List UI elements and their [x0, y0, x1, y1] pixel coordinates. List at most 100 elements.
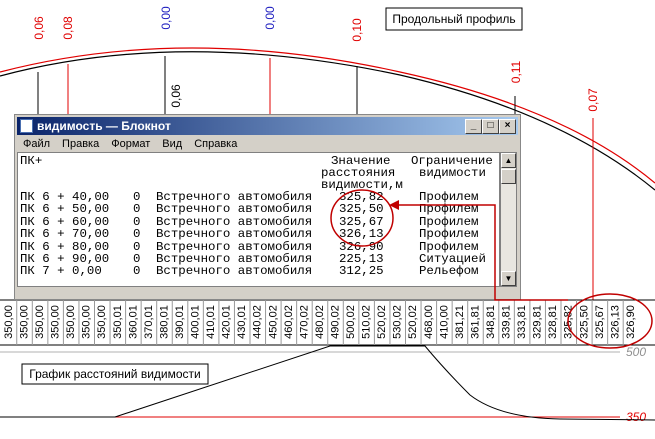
distance-label: 390,01 [174, 305, 186, 339]
slope-label: 0,00 [159, 6, 173, 30]
row-cell: ПК 6 + 50,00 [20, 202, 110, 217]
scrollbar[interactable]: ▲ ▼ [500, 152, 517, 287]
row-cell: 0 [133, 190, 141, 204]
row-cell: Встречного автомобиля [156, 239, 313, 254]
distance-label: 348,81 [485, 305, 497, 339]
graph-title: График расстояний видимости [29, 367, 201, 381]
distance-label: 468,00 [423, 305, 435, 339]
distance-labels: 350,00 350,00 350,00 350,00 350,00 350,00 350,… [3, 300, 637, 345]
distance-label: 325,82 [563, 305, 575, 339]
close-button[interactable]: × [499, 119, 516, 134]
notepad-title: видимость — Блокнот [37, 119, 171, 133]
row-cell: 325,50 [339, 202, 384, 217]
distance-label: 370,01 [143, 305, 155, 339]
distance-label: 420,01 [221, 305, 233, 339]
distance-label: 400,01 [190, 305, 202, 339]
slope-label: 0,11 [509, 60, 523, 83]
level-label: 350 [626, 410, 646, 424]
row-cell: Рельефом [419, 264, 479, 279]
row-cell: 0 [133, 214, 141, 229]
distance-label: 325,50 [578, 305, 590, 339]
distance-label: 361,81 [469, 305, 481, 339]
row-cell: Встречного автомобиля [156, 252, 313, 266]
menu-item[interactable]: Правка [62, 138, 100, 150]
distance-label: 350,00 [3, 305, 15, 339]
row-cell: ПК 6 + 40,00 [20, 190, 110, 204]
distance-label: 339,81 [501, 305, 513, 339]
ground-line [0, 51, 655, 191]
row-cell: Профилем [419, 202, 479, 217]
distance-label: 520,02 [376, 305, 388, 339]
distance-label: 440,02 [252, 305, 264, 339]
slope-label: 0,06 [169, 84, 183, 108]
scroll-up[interactable]: ▲ [501, 153, 516, 168]
menu-item[interactable]: Вид [162, 138, 183, 150]
distance-label: 328,81 [547, 305, 559, 339]
distance-label: 329,81 [532, 305, 544, 339]
row-cell: Встречного автомобиля [156, 214, 313, 229]
row-cell: Профилем [419, 190, 479, 204]
header-cell: видимости [419, 166, 486, 180]
row-cell: 325,82 [339, 190, 384, 204]
row-cell: Профилем [419, 239, 479, 254]
row-cell: Встречного автомобиля [156, 227, 313, 242]
distance-label: 430,01 [236, 305, 248, 339]
slope-label: 0,07 [586, 88, 600, 112]
row-cell: 325,67 [339, 214, 384, 229]
distance-label: 410,01 [205, 305, 217, 339]
distance-label: 530,02 [392, 305, 404, 339]
distance-label: 410,00 [438, 305, 450, 339]
slope-labels: 0,06 0,08 0,00 0,00 0,10 0,11 0,07 0,06 [32, 6, 600, 112]
distance-label: 490,02 [329, 305, 341, 339]
slope-label: 0,00 [263, 6, 277, 30]
header-cell: ПК+ [20, 154, 43, 168]
header-cell: Ограничение [411, 154, 493, 168]
row-cell: ПК 7 + 0,00 [20, 264, 102, 279]
row-cell: Встречного автомобиля [156, 190, 313, 204]
distance-label: 470,02 [298, 305, 310, 339]
row-cell: ПК 6 + 90,00 [20, 252, 110, 266]
row-cell: 312,25 [339, 264, 384, 279]
row-cell: 0 [133, 252, 141, 266]
distance-label: 350,00 [96, 305, 108, 339]
menu-item[interactable]: Файл [23, 138, 51, 150]
text-area[interactable]: ПК+ Значение расстояния видимости,м Ограниче… [17, 152, 500, 287]
row-cell: 0 [133, 239, 141, 254]
menu-bar: Файл Правка Формат Вид Справка [17, 136, 518, 152]
header-cell: расстояния [321, 166, 396, 180]
graph-title-box [21, 363, 209, 385]
row-cell: Ситуацией [419, 252, 486, 266]
row-cell: 326,13 [339, 227, 384, 242]
slope-label: 0,06 [32, 16, 46, 40]
maximize-button[interactable]: □ [482, 119, 499, 134]
distance-label: 380,01 [158, 305, 170, 339]
distance-label: 520,02 [407, 305, 419, 339]
distance-label: 460,02 [283, 305, 295, 339]
row-cell: Профилем [419, 227, 479, 242]
distance-label: 326,90 [625, 305, 637, 339]
notepad-title-bar[interactable]: видимость — Блокнот _ □ × [17, 117, 518, 135]
row-cell: 225,13 [339, 252, 384, 266]
distance-label: 480,02 [314, 305, 326, 339]
notepad-window[interactable]: видимость — Блокнот _ □ × Файл Правка Форм… [14, 114, 521, 300]
scroll-thumb[interactable] [501, 169, 516, 184]
scroll-down[interactable]: ▼ [501, 271, 516, 286]
visibility-curve [0, 345, 655, 421]
menu-item[interactable]: Справка [194, 138, 238, 150]
header-cell: Значение [331, 154, 391, 168]
distance-label: 350,00 [81, 305, 93, 339]
distance-label: 326,13 [609, 305, 621, 339]
row-cell: Встречного автомобиля [156, 202, 313, 217]
distance-label: 510,02 [361, 305, 373, 339]
distance-label: 360,01 [127, 305, 139, 339]
row-cell: Встречного автомобиля [156, 264, 313, 279]
distance-label: 350,00 [18, 305, 30, 339]
minimize-button[interactable]: _ [465, 119, 482, 134]
distance-label: 450,02 [267, 305, 279, 339]
distance-label: 350,00 [65, 305, 77, 339]
menu-item[interactable]: Формат [111, 138, 151, 150]
row-cell: ПК 6 + 80,00 [20, 239, 110, 254]
row-cell: Профилем [419, 214, 479, 229]
distance-label: 333,81 [516, 305, 528, 339]
